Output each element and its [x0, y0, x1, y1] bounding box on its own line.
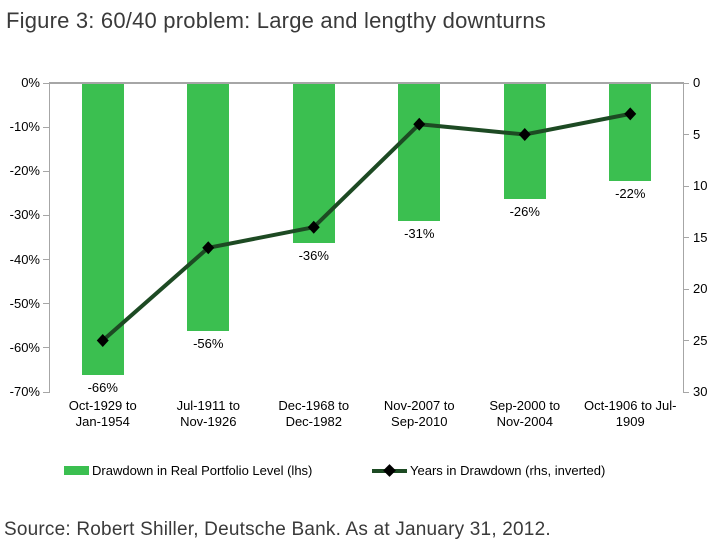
bar-data-label: -26% — [509, 204, 540, 219]
left-axis-tick — [43, 82, 50, 84]
left-axis-tick-label: -30% — [9, 207, 40, 223]
bar-data-label: -36% — [298, 248, 329, 263]
line-path — [101, 111, 631, 343]
legend-line-label: Years in Drawdown (rhs, inverted) — [410, 462, 606, 478]
legend: Drawdown in Real Portfolio Level (lhs) Y… — [0, 460, 725, 480]
figure-title: Figure 3: 60/40 problem: Large and lengt… — [6, 8, 546, 33]
left-axis-tick-label: 0% — [21, 75, 40, 90]
category-label: Sep-2000 to Nov-2004 — [489, 398, 561, 429]
left-axis-tick — [43, 303, 50, 305]
left-axis-line — [49, 83, 50, 393]
category-label: Dec-1968 to Dec-1982 — [278, 398, 350, 429]
chart-area: 0% -10% -20% -30% -40% -50% -60% -70% 0 5 10 15 20 25… — [9, 75, 708, 429]
drawdown-bar — [398, 84, 441, 221]
category-label: Oct-1906 to Jul- 1909 — [584, 398, 677, 429]
category-label: Nov-2007 to Sep-2010 — [383, 398, 455, 429]
category-label: Jul-1911 to Nov-1926 — [176, 398, 240, 429]
right-axis-tick — [683, 185, 689, 187]
right-axis-tick — [683, 134, 689, 135]
bar-data-label: -31% — [404, 226, 435, 241]
left-axis-tick — [43, 347, 50, 349]
drawdown-bar — [609, 84, 652, 181]
bar-series-swatch-icon — [64, 465, 89, 475]
right-axis-tick — [683, 82, 689, 84]
category-label: Oct-1929 to Jan-1954 — [68, 398, 137, 429]
left-axis-tick — [43, 391, 50, 393]
legend-item-bar: Drawdown in Real Portfolio Level (lhs) — [64, 460, 312, 480]
right-axis-tick — [683, 288, 689, 290]
right-axis-tick-label: 5 — [693, 126, 701, 142]
left-axis-tick-label: -70% — [9, 384, 40, 399]
line-series-swatch-icon — [372, 463, 407, 477]
right-axis-tick — [683, 340, 689, 341]
left-axis-tick — [43, 259, 50, 261]
source-note: Source: Robert Shiller, Deutsche Bank. A… — [4, 519, 551, 540]
right-axis-tick-label: 10 — [693, 178, 708, 193]
drawdown-bar — [187, 84, 230, 331]
right-axis-tick-label: 0 — [693, 75, 701, 90]
left-axis-tick — [43, 170, 50, 172]
bar-data-label: -56% — [193, 336, 224, 351]
left-axis-tick — [43, 214, 50, 216]
drawdown-bar — [81, 84, 124, 375]
left-axis-tick-label: -60% — [9, 339, 40, 355]
left-axis-tick — [43, 126, 50, 128]
left-axis-tick-label: -50% — [9, 295, 40, 311]
drawdown-bar — [503, 84, 546, 199]
right-axis-tick-label: 20 — [693, 281, 708, 296]
left-axis-tick-label: -40% — [9, 251, 40, 267]
right-axis-tick — [683, 237, 689, 238]
left-axis-tick-label: -10% — [9, 119, 40, 135]
bar-data-label: -66% — [87, 380, 118, 395]
right-axis-tick-label: 25 — [693, 332, 708, 348]
bar-data-label: -22% — [615, 186, 646, 201]
right-axis-tick-label: 15 — [693, 229, 708, 245]
legend-bar-label: Drawdown in Real Portfolio Level (lhs) — [92, 462, 313, 478]
zero-gridline — [49, 82, 684, 84]
left-axis-tick-label: -20% — [9, 163, 40, 179]
right-axis-line — [683, 83, 684, 393]
legend-item-line: Years in Drawdown (rhs, inverted) — [372, 460, 605, 480]
right-axis-tick — [683, 391, 689, 393]
right-axis-tick-label: 30 — [693, 384, 708, 399]
drawdown-bar — [292, 84, 335, 243]
